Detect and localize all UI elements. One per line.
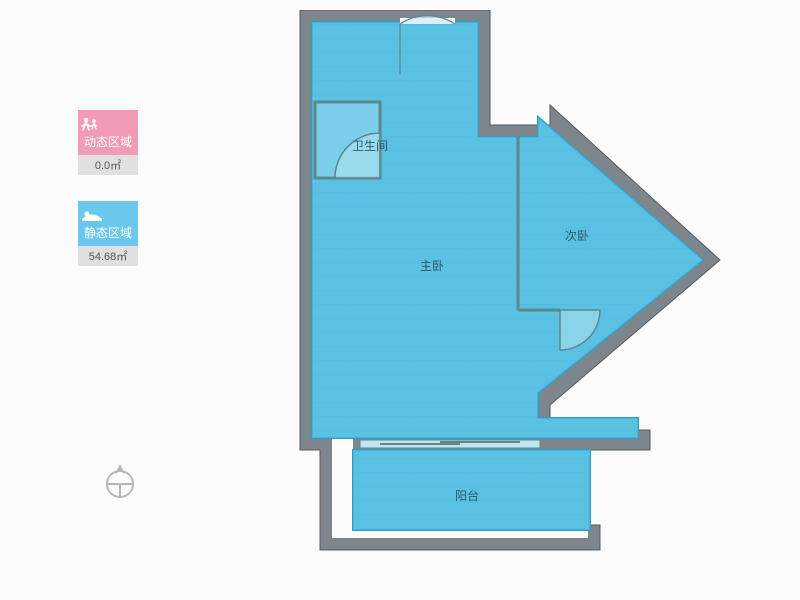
legend-static-label: 静态区域 — [78, 225, 138, 242]
legend-static-card: 静态区域 — [78, 201, 138, 246]
people-icon — [78, 116, 102, 134]
legend: 动态区域 0.0㎡ 静态区域 54.68㎡ — [78, 110, 138, 266]
legend-dynamic-label: 动态区域 — [78, 134, 138, 151]
floorplan: 卫生间主卧 次卧阳台 — [260, 10, 780, 590]
legend-static-value: 54.68㎡ — [78, 246, 138, 266]
legend-dynamic-value: 0.0㎡ — [78, 155, 138, 175]
legend-dynamic-card: 动态区域 — [78, 110, 138, 155]
room-label: 阳台 — [455, 488, 479, 503]
room-label: 卫生间 — [352, 139, 388, 153]
room-label: 次卧 — [565, 229, 589, 243]
compass-icon — [98, 460, 142, 504]
compass — [98, 460, 142, 504]
room-label: 主卧 — [420, 259, 444, 273]
bed-icon — [78, 207, 106, 225]
